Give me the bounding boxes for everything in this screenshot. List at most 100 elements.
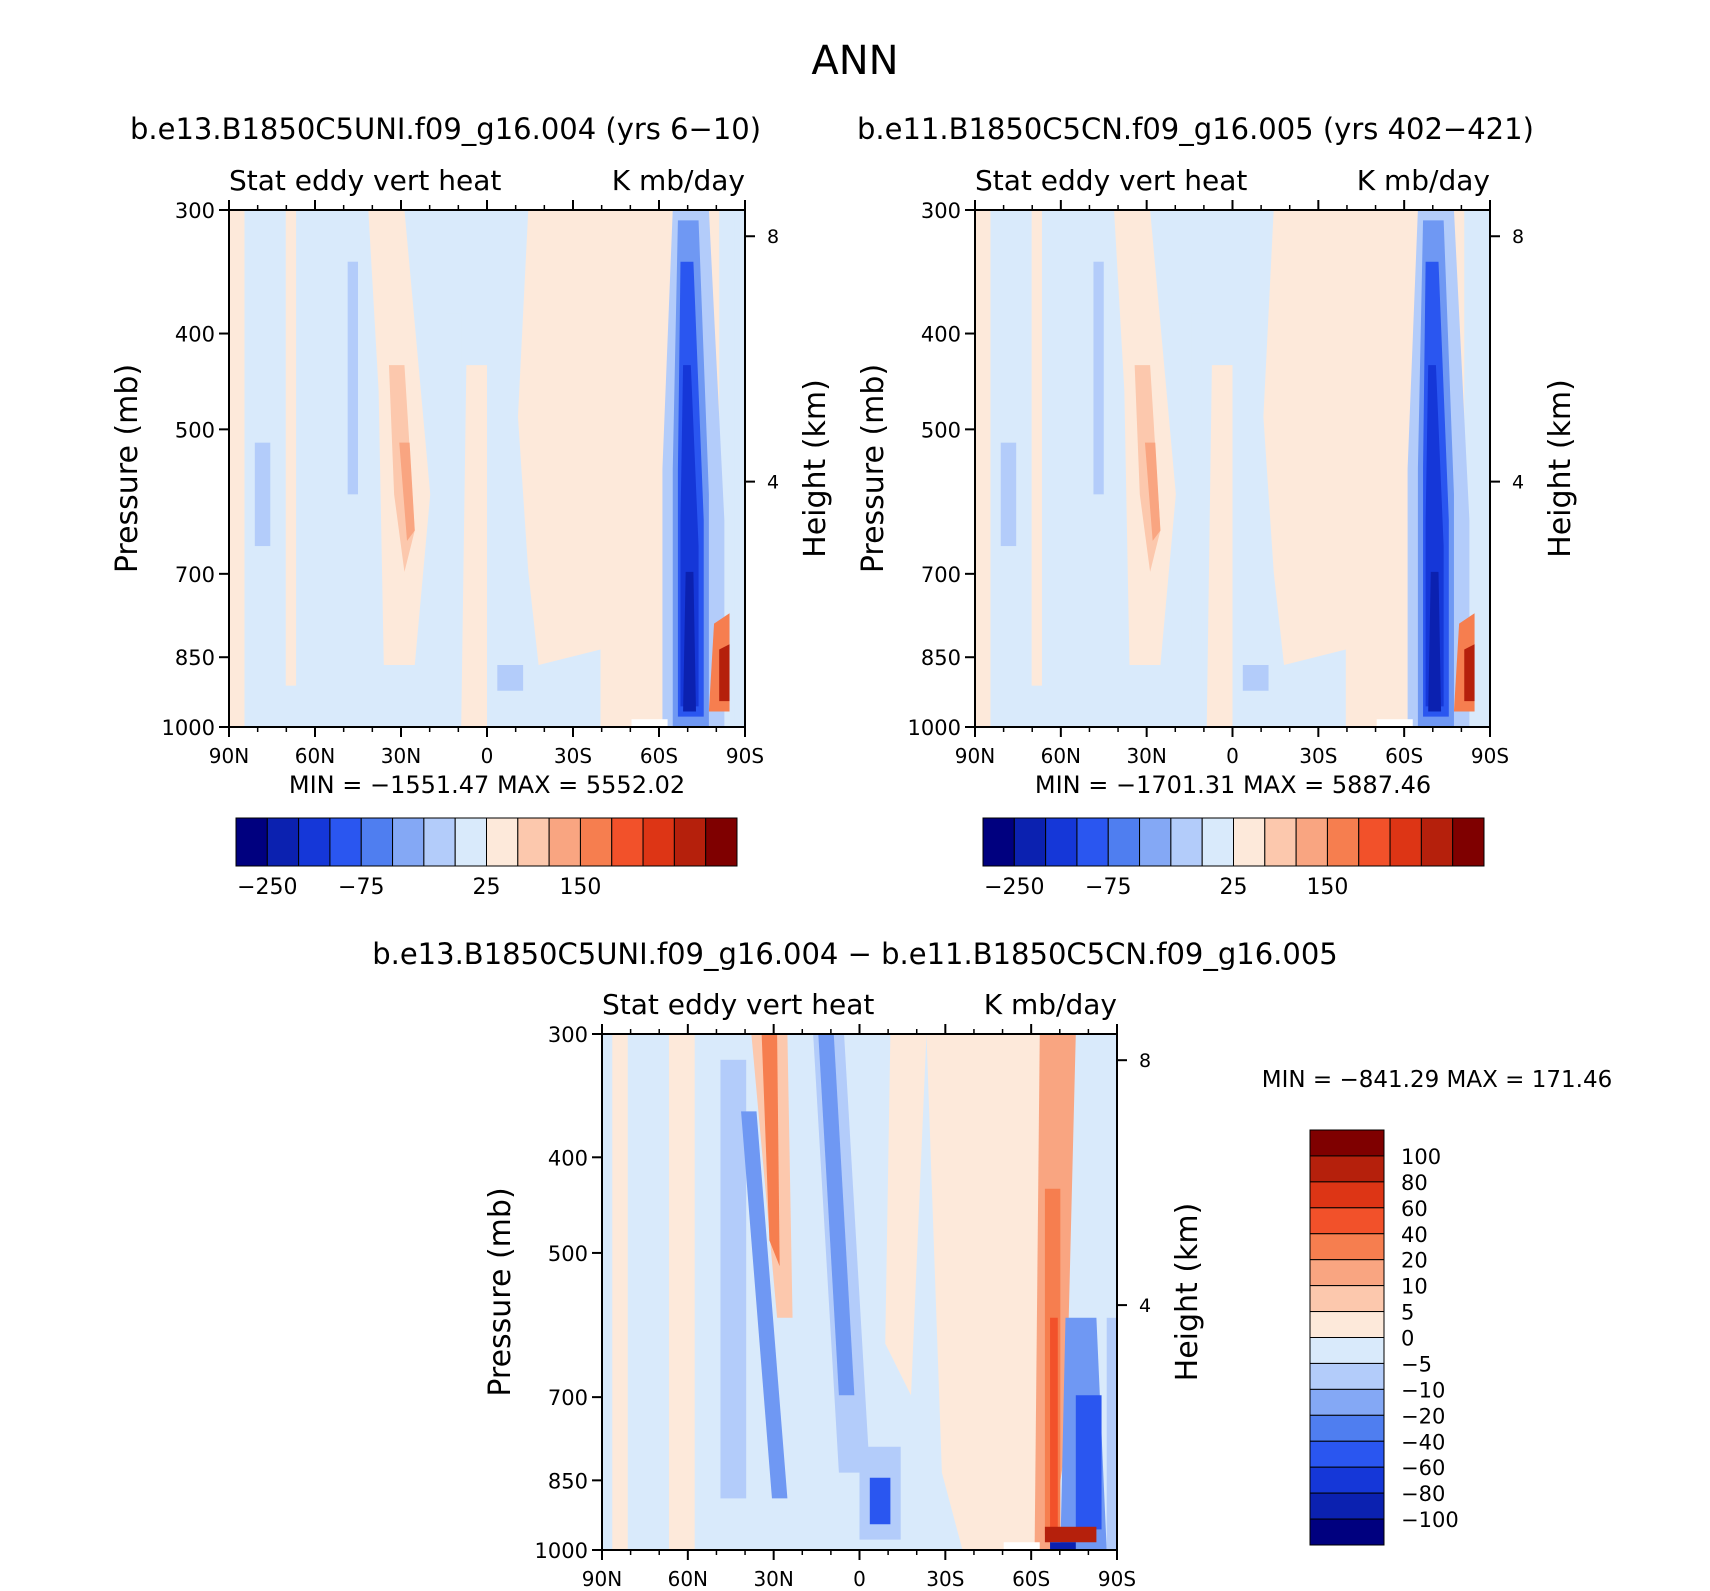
colorbar-label: 20 [1401,1249,1428,1273]
negative-band [683,571,696,712]
panel-left-string: Stat eddy vert heat [975,164,1247,197]
x-tick-label: 30N [381,744,421,768]
panel-right-string: K mb/day [1357,164,1490,197]
y-tick-label: 1000 [908,716,961,740]
colorbar-swatch [1201,817,1234,867]
colorbar-label: 5 [1401,1301,1414,1325]
colorbar-swatch [705,817,738,867]
colorbar-swatch [454,817,487,867]
y-axis-label: Pressure (mb) [110,364,145,573]
y2-tick-label: 8 [1512,226,1524,248]
colorbar-label: −20 [1401,1404,1445,1428]
colorbar-label: 150 [1306,875,1348,900]
x-tick-label: 0 [481,744,494,768]
positive-band [461,365,487,727]
colorbar-label: 10 [1401,1275,1428,1299]
panel1-title: b.e13.B1850C5UNI.f09_g16.004 (yrs 6−10) [130,112,762,146]
colorbar-swatch [1309,1362,1385,1390]
colorbar-label: 0 [1401,1327,1414,1351]
y2-tick-label: 8 [767,226,779,248]
y-tick-label: 500 [921,418,961,442]
x-tick-label: 60S [1012,1567,1050,1591]
colorbar-label: −250 [984,875,1044,900]
y-tick-label: 700 [175,563,215,587]
x-tick-label: 30S [926,1567,964,1591]
min-max-stats: MIN = −1551.47 MAX = 5552.02 [289,771,685,799]
field-edge [1106,1317,1117,1550]
negative-band [741,1111,788,1499]
panel-right-string: K mb/day [984,988,1117,1021]
colorbar-label: −75 [1085,875,1131,900]
colorbar-swatch [1309,1233,1385,1261]
panel-right-string: K mb/day [612,164,745,197]
colorbar-swatch [1309,1466,1385,1494]
negative-band [1000,442,1017,547]
colorbar-swatch [1358,817,1391,867]
x-tick-label: 60N [1041,744,1081,768]
colorbar-label: 150 [559,875,601,900]
y-tick-label: 700 [548,1386,588,1410]
y-tick-label: 300 [548,1023,588,1047]
y-tick-label: 700 [921,563,961,587]
axes-2: 300 400 500 700 850 1000 90N 60N 30N 0 30S 60S 90S 8 4… [856,164,1578,768]
x-tick-label: 90N [582,1567,622,1591]
colorbar-1: −250 −75 25 150 MIN = −1551.47 MAX = 5552.02 [235,771,738,900]
x-tick-label: 60N [295,744,335,768]
x-tick-label: 0 [1226,744,1239,768]
y-tick-label: 300 [921,199,961,223]
positive-band [926,1034,1040,1550]
negative-band [254,442,271,547]
colorbar-swatch [1170,817,1203,867]
y-tick-label: 500 [175,418,215,442]
missing-data [1003,1542,1040,1550]
field-edge [1479,210,1490,727]
negative-band [1242,664,1269,691]
x-tick-label: 30S [1299,744,1337,768]
colorbar-swatch [298,817,331,867]
colorbar-label: 100 [1401,1145,1441,1169]
colorbar-swatch [1139,817,1172,867]
colorbar-label: −40 [1401,1430,1445,1454]
x-tick-label: 90S [1098,1567,1136,1591]
field-3 [602,1034,1117,1550]
colorbar-swatch [579,817,613,867]
min-max-stats: MIN = −841.29 MAX = 171.46 [1262,1067,1613,1093]
colorbar-label: −100 [1401,1508,1459,1532]
y-tick-label: 850 [921,646,961,670]
min-max-stats: MIN = −1701.31 MAX = 5887.46 [1035,771,1431,799]
colorbar-swatch [1309,1311,1385,1338]
colorbar-label: −250 [237,875,297,900]
negative-band [445,313,462,650]
negative-band [1191,313,1207,650]
colorbar-swatch [1309,1181,1385,1209]
colorbar-swatch [1309,1492,1385,1520]
positive-band [885,1034,927,1396]
colorbar-swatch [486,817,519,867]
x-tick-label: 0 [853,1567,866,1591]
x-tick-label: 60S [1385,744,1423,768]
colorbar-swatch [982,817,1015,867]
colorbar-swatch [1309,1337,1385,1364]
y-axis-label: Pressure (mb) [483,1187,518,1396]
negative-band [1050,1542,1076,1550]
field-edge [734,210,745,727]
colorbar-swatch [548,817,581,867]
x-tick-label: 90N [955,744,995,768]
colorbar-label: −5 [1401,1352,1432,1376]
negative-band [869,1477,891,1525]
y-tick-label: 850 [175,646,215,670]
colorbar-swatch [517,817,550,867]
page-title: ANN [811,38,899,84]
colorbar-swatch [1233,817,1266,867]
colorbar-swatch [1309,1414,1385,1442]
x-tick-label: 90S [1471,744,1509,768]
positive-band [975,210,991,727]
x-tick-label: 60N [668,1567,708,1591]
x-tick-label: 60S [640,744,678,768]
y-tick-label: 1000 [535,1539,588,1563]
colorbar-swatch [360,817,394,867]
colorbar-swatch [1309,1518,1385,1546]
y2-axis-label: Height (km) [1170,1203,1205,1382]
axes-3: 300 400 500 700 850 1000 90N 60N 30N 0 30S 60S 90S 8 4… [483,988,1205,1591]
